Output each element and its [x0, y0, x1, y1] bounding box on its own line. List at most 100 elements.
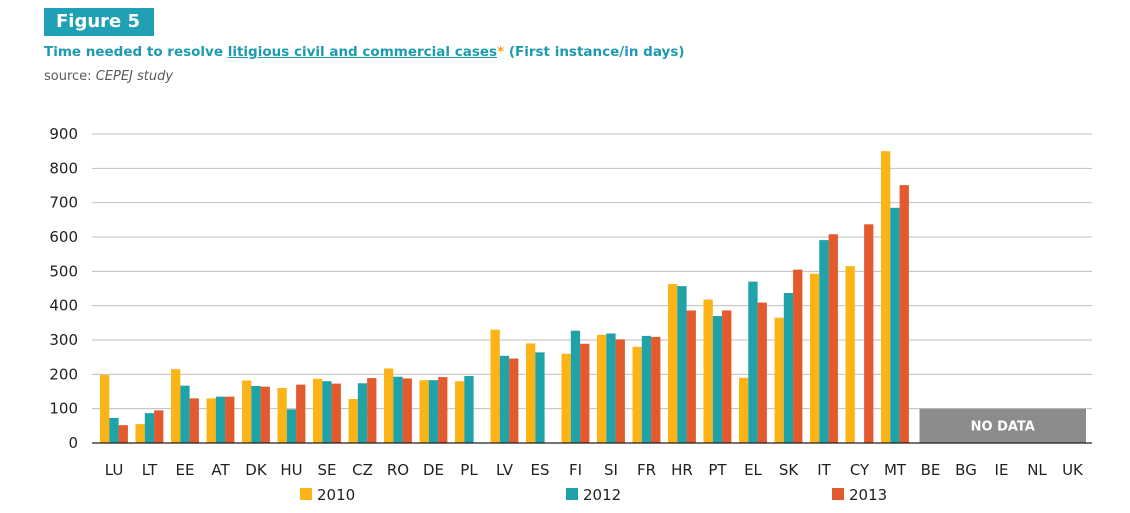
- bar-2013-fr: [651, 336, 661, 443]
- x-tick-label: AT: [211, 461, 230, 479]
- bar-2012-se: [322, 381, 332, 443]
- bar-2010-el: [739, 377, 749, 443]
- bar-2013-lv: [509, 358, 519, 443]
- bar-2012-fi: [570, 330, 581, 443]
- bar-2012-si: [606, 333, 616, 443]
- bar-2010-fi: [561, 353, 571, 443]
- bar-2012-el: [748, 281, 758, 443]
- x-tick-label: CY: [850, 461, 870, 479]
- source-line: source: CEPEJ study: [44, 69, 173, 84]
- bar-2013-cy: [864, 224, 874, 443]
- bar-2012-cz: [357, 383, 368, 443]
- source-label: source:: [44, 69, 96, 84]
- bar-2013-hr: [686, 310, 696, 443]
- no-data-region: [919, 408, 1086, 443]
- x-tick-label: CZ: [352, 461, 373, 479]
- x-tick-label: MT: [884, 461, 907, 479]
- bar-2013-dk: [260, 386, 270, 443]
- title-suffix: (First instance/in days): [504, 44, 685, 60]
- x-tick-label: SK: [779, 461, 800, 479]
- y-tick-label: 100: [49, 400, 78, 418]
- x-tick-label: DK: [245, 461, 268, 479]
- bar-2010-at: [206, 398, 216, 443]
- bar-2013-el: [757, 302, 767, 443]
- bar-2010-lv: [490, 329, 500, 443]
- y-tick-label: 700: [49, 194, 78, 212]
- x-tick-label: PT: [708, 461, 727, 479]
- bar-2012-lt: [144, 413, 155, 443]
- x-tick-label: DE: [423, 461, 444, 479]
- x-tick-label: LT: [142, 461, 158, 479]
- bar-2012-hr: [677, 286, 687, 443]
- bar-2012-es: [535, 352, 545, 443]
- x-tick-label: FI: [569, 461, 582, 479]
- x-tick-label: LU: [105, 461, 124, 479]
- no-data-label: NO DATA: [971, 420, 1035, 435]
- y-tick-label: 800: [49, 159, 78, 177]
- bar-2010-es: [526, 343, 536, 443]
- bar-2012-dk: [251, 386, 261, 443]
- legend-swatch-2013: [832, 488, 844, 500]
- bar-2012-mt: [890, 207, 900, 443]
- bar-2013-it: [828, 234, 838, 443]
- bar-2010-cz: [348, 399, 358, 443]
- y-tick-label: 500: [49, 262, 78, 280]
- legend-label-2013: 2013: [849, 486, 887, 504]
- bar-2012-lu: [109, 417, 119, 443]
- bar-2010-lu: [100, 375, 110, 443]
- legend-swatch-2010: [300, 488, 312, 500]
- title-link[interactable]: litigious civil and commercial cases: [227, 44, 498, 60]
- figure-label: Figure 5: [44, 8, 154, 36]
- bar-2012-at: [215, 396, 226, 443]
- bar-2010-hu: [277, 388, 287, 443]
- legend-label-2010: 2010: [317, 486, 355, 504]
- bar-2010-it: [810, 273, 820, 443]
- legend-swatch-2012: [566, 488, 578, 500]
- bar-2010-ee: [171, 369, 181, 443]
- bar-2012-ro: [393, 376, 403, 443]
- bar-2013-si: [615, 339, 625, 443]
- bar-2010-lt: [135, 424, 145, 443]
- bar-2012-ee: [180, 385, 190, 443]
- y-tick-label: 400: [49, 297, 78, 315]
- bar-2010-si: [597, 334, 607, 443]
- bar-2013-ro: [402, 378, 412, 443]
- x-tick-label: ES: [531, 461, 550, 479]
- bar-2012-sk: [783, 292, 794, 443]
- bar-2010-ro: [384, 368, 394, 443]
- bar-2010-hr: [668, 284, 678, 443]
- x-tick-label: RO: [387, 461, 409, 479]
- bar-2013-pt: [722, 310, 732, 443]
- bar-2012-de: [428, 380, 439, 443]
- bar-2013-de: [438, 377, 448, 443]
- x-tick-label: SE: [318, 461, 337, 479]
- title-prefix: Time needed to resolve: [44, 44, 228, 60]
- x-tick-label: BE: [921, 461, 941, 479]
- x-tick-label: EL: [744, 461, 762, 479]
- bar-2013-se: [331, 383, 341, 443]
- y-tick-label: 200: [49, 365, 78, 383]
- x-tick-label: SI: [604, 461, 618, 479]
- x-tick-label: EE: [176, 461, 195, 479]
- bar-2012-lv: [499, 355, 510, 443]
- y-tick-label: 0: [68, 434, 78, 452]
- bar-2012-pt: [712, 315, 723, 443]
- bar-2012-fr: [641, 335, 652, 443]
- bar-2013-lt: [154, 410, 164, 443]
- bar-2010-pl: [455, 381, 465, 443]
- bar-2013-at: [225, 396, 235, 443]
- y-tick-label: 300: [49, 331, 78, 349]
- title-star: *: [497, 44, 505, 60]
- x-tick-label: IT: [817, 461, 831, 479]
- bar-2013-ee: [189, 398, 199, 443]
- bar-2013-cz: [367, 378, 377, 443]
- y-tick-label: 600: [49, 228, 78, 246]
- bar-2010-fr: [632, 346, 642, 443]
- bar-2013-hu: [296, 384, 306, 443]
- bar-2013-fi: [580, 343, 590, 443]
- bar-2010-de: [419, 380, 429, 443]
- x-tick-label: HU: [280, 461, 302, 479]
- x-tick-label: IE: [995, 461, 1009, 479]
- bar-2012-pl: [464, 376, 474, 443]
